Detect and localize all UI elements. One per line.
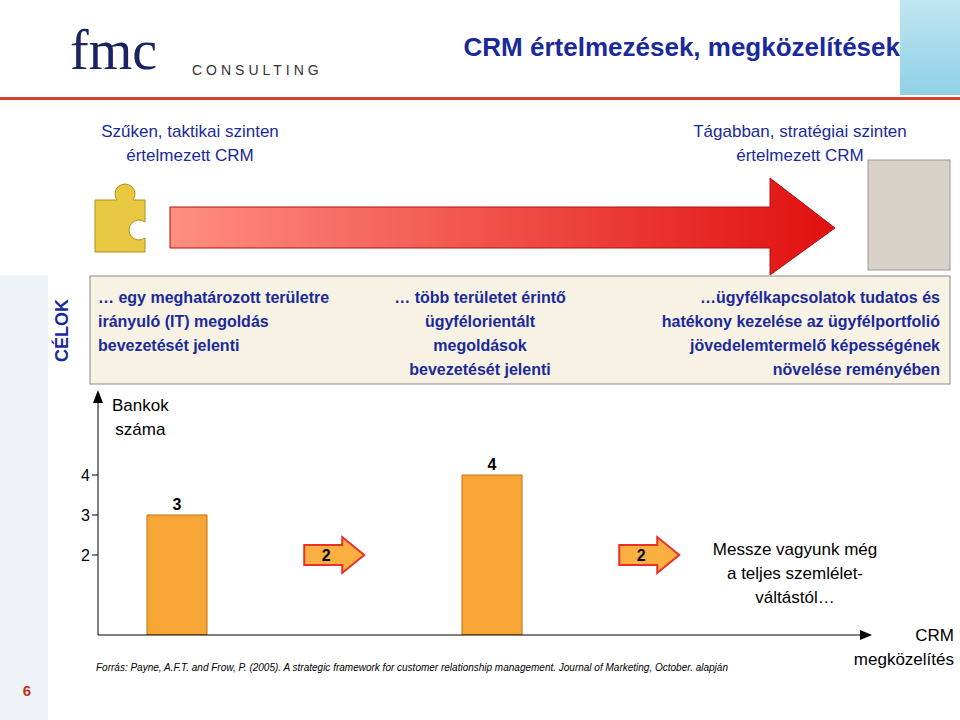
html-text:CRM értelmezések, megközelítés: CRM értelmezések, megközelítések: [463, 32, 900, 62]
html-text:Szűken, taktikai szinten: Szűken, taktikai szinten: [101, 122, 279, 141]
html-text:hatékony kezelése az ügyfélpor: hatékony kezelése az ügyfélportfolió: [661, 313, 940, 330]
html-text:bevezetését jelenti: bevezetését jelenti: [98, 337, 240, 354]
html-text:értelmezett CRM: értelmezett CRM: [736, 146, 864, 165]
svg-text:2: 2: [637, 547, 646, 564]
html-text:…ügyfélkapcsolatok tudatos és: …ügyfélkapcsolatok tudatos és: [699, 289, 940, 306]
html-text:a teljes szemlélet-: a teljes szemlélet-: [727, 564, 863, 583]
html-text:Messze vagyunk még: Messze vagyunk még: [712, 540, 878, 559]
html-text:jövedelemtermelő képességének: jövedelemtermelő képességének: [690, 337, 940, 354]
html-text:… egy meghatározott területre: … egy meghatározott területre: [98, 289, 330, 306]
html-text:CONSULTING: CONSULTING: [192, 62, 323, 78]
svg-text:2: 2: [81, 547, 90, 564]
html-text:száma: száma: [115, 420, 166, 439]
html-text:váltástól…: váltástól…: [755, 588, 835, 607]
html-text:megközelítés: megközelítés: [853, 650, 954, 669]
html-text:megoldások: megoldások: [433, 337, 527, 354]
html-text:irányuló (IT) megoldás: irányuló (IT) megoldás: [98, 313, 269, 330]
html-text:Forrás: Payne, A.F.T. and Frow: Forrás: Payne, A.F.T. and Frow, P. (2005…: [96, 662, 728, 673]
html-text:Tágabban, stratégiai szinten: Tágabban, stratégiai szinten: [693, 122, 907, 141]
html-text:… több területet érintő: … több területet érintő: [394, 289, 566, 306]
html-text:CRM: CRM: [915, 626, 954, 645]
html-text:ügyfélorientált: ügyfélorientált: [424, 313, 536, 330]
svg-text:4: 4: [488, 456, 497, 473]
html-text:Bankok: Bankok: [112, 396, 169, 415]
svg-text:3: 3: [81, 507, 90, 524]
html-text:CÉLOK: CÉLOK: [51, 298, 72, 362]
html-text:fmc: fmc: [70, 19, 158, 81]
svg-text:3: 3: [173, 496, 182, 513]
html-text:6: 6: [22, 682, 32, 699]
html-text:bevezetését jelenti: bevezetését jelenti: [409, 361, 551, 378]
html-text:növelése reményében: növelése reményében: [772, 361, 940, 378]
svg-text:4: 4: [81, 467, 90, 484]
svg-text:2: 2: [322, 547, 331, 564]
html-text:értelmezett CRM: értelmezett CRM: [126, 146, 254, 165]
